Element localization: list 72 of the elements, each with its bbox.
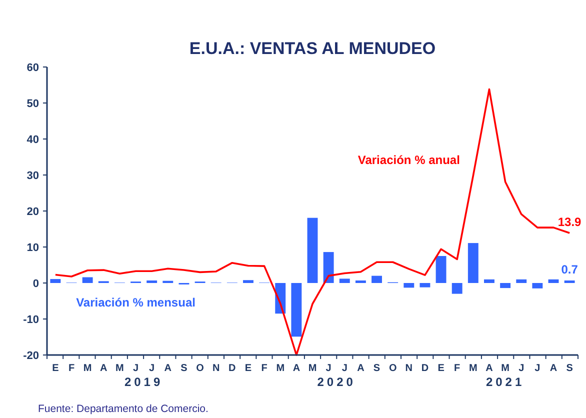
bar [436,256,446,283]
x-tick-label: N [212,363,220,374]
x-tick-label: M [468,363,478,374]
x-tick-label: A [550,363,558,374]
x-tick-label: E [52,363,60,374]
bar [500,283,511,288]
x-tick-label: S [566,363,574,374]
text: 2020 [317,375,356,389]
x-tick-label: F [261,363,268,374]
x-tick-label: M [501,363,510,374]
x-tick-label: F [454,363,460,374]
data-label: 0.7 [561,262,578,276]
bar [323,252,334,283]
y-tick-label: -10 [23,314,39,326]
bar [339,278,350,283]
bar [146,280,158,283]
x-tick-label: J [132,363,139,374]
y-tick-label: 40 [26,134,39,146]
y-tick-label: 50 [26,98,39,110]
x-tick-label: A [486,363,493,374]
bar [355,280,366,283]
text: 2021 [486,375,525,389]
bar [532,283,543,288]
x-tick-label: F [68,363,75,374]
x-tick-label: S [180,363,188,374]
bar [291,283,302,337]
x-tick-label: A [100,363,108,374]
x-tick-label: O [388,363,397,374]
x-tick-label: N [405,363,413,374]
series-label: Variación % anual [358,153,460,168]
x-tick-label: M [308,363,317,374]
text: 2019 [124,375,164,389]
source-note: Fuente: Departamento de Comercio. [38,403,208,415]
bar [50,279,61,283]
x-tick-label: A [292,363,300,374]
x-tick-label: E [244,363,252,374]
y-tick-label: 60 [26,62,39,74]
bar [452,283,462,294]
bar [484,279,494,283]
bar [420,283,430,288]
x-tick-label: J [149,363,155,374]
x-tick-label: M [83,363,92,374]
bar [82,277,93,283]
bar [372,276,382,283]
bar [243,280,254,283]
x-tick-label: E [438,363,445,374]
x-tick-label: M [276,363,285,374]
bar [548,279,559,283]
y-tick-label: -20 [23,350,39,362]
x-tick-label: A [164,363,172,374]
x-tick-label: A [357,363,364,374]
series-label: Variación % mensual [76,295,196,310]
x-tick-label: J [326,363,332,374]
bar [564,280,575,283]
bar [307,218,318,283]
bar [404,283,414,288]
bar [516,279,527,283]
x-tick-label: J [534,363,540,374]
data-label: 13.9 [558,214,582,229]
chart-title: E.U.A.: VENTAS AL MENUDEO [189,39,436,58]
x-tick-label: M [116,363,124,374]
x-tick-label: J [342,363,348,374]
x-tick-label: O [196,363,204,374]
x-tick-label: S [373,363,380,374]
y-tick-label: 0 [32,278,39,290]
x-tick-label: J [518,363,524,374]
x-tick-label: D [421,363,429,374]
x-tick-label: D [228,363,236,374]
y-tick-label: 10 [26,242,39,254]
y-tick-label: 20 [26,206,39,218]
bar [468,243,478,283]
y-tick-label: 30 [26,170,39,182]
